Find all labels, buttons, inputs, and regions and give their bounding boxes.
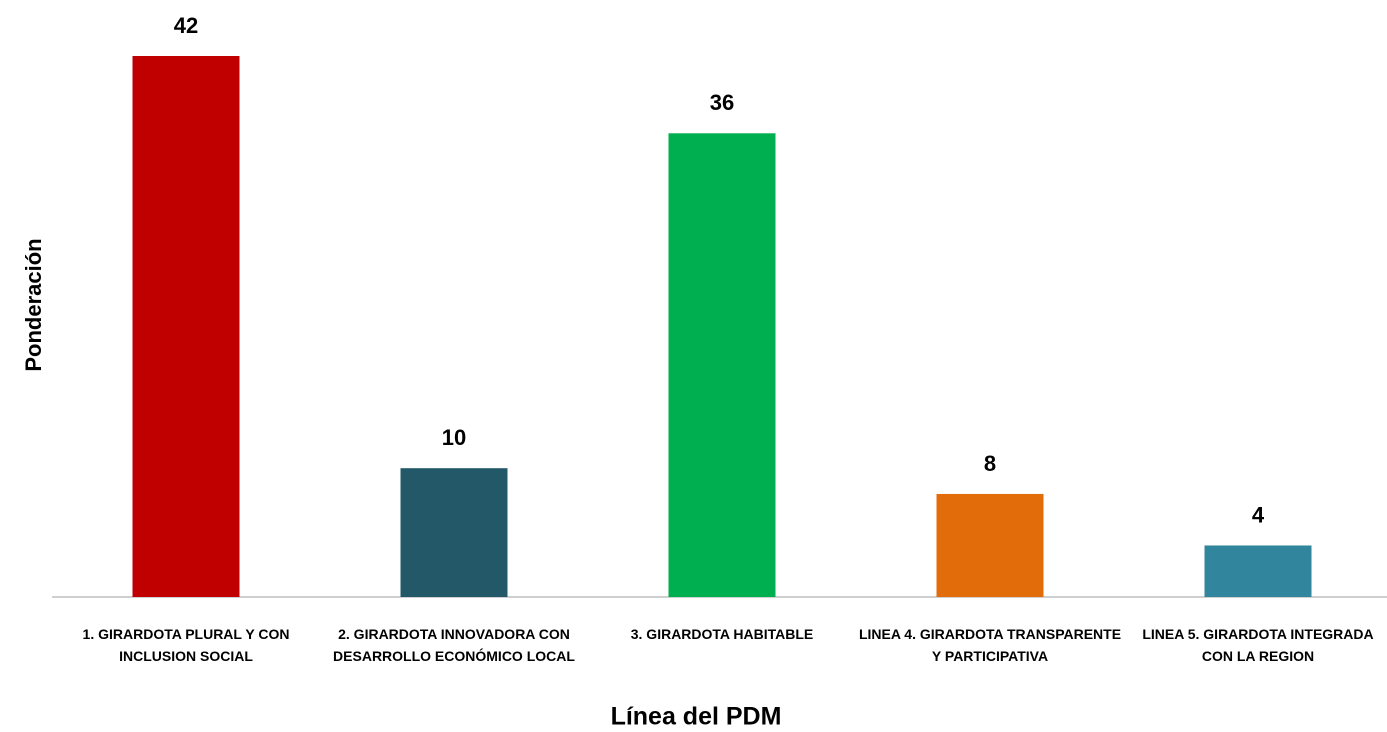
x-tick-label: LINEA 5. GIRARDOTA INTEGRADA CON LA REGI… xyxy=(1142,626,1374,664)
bar xyxy=(400,468,508,597)
value-label: 4 xyxy=(1252,502,1265,527)
bar xyxy=(936,493,1044,597)
bar xyxy=(668,133,776,598)
bar xyxy=(1204,545,1312,597)
value-label: 8 xyxy=(984,451,996,476)
value-label: 10 xyxy=(442,425,466,450)
x-axis-label: Línea del PDM xyxy=(611,703,782,731)
y-axis-label: Ponderación xyxy=(21,238,46,371)
value-label: 42 xyxy=(174,13,198,38)
x-tick-label: 2. GIRARDOTA INNOVADORA CON DESARROLLO E… xyxy=(333,626,575,664)
x-tick-label: 1. GIRARDOTA PLURAL Y CON INCLUSION SOCI… xyxy=(82,626,290,664)
value-label: 36 xyxy=(710,90,734,115)
bar xyxy=(132,56,240,597)
x-tick-label: 3. GIRARDOTA HABITABLE xyxy=(630,626,814,642)
x-tick-label: LINEA 4. GIRARDOTA TRANSPARENTE Y PARTIC… xyxy=(858,626,1122,664)
